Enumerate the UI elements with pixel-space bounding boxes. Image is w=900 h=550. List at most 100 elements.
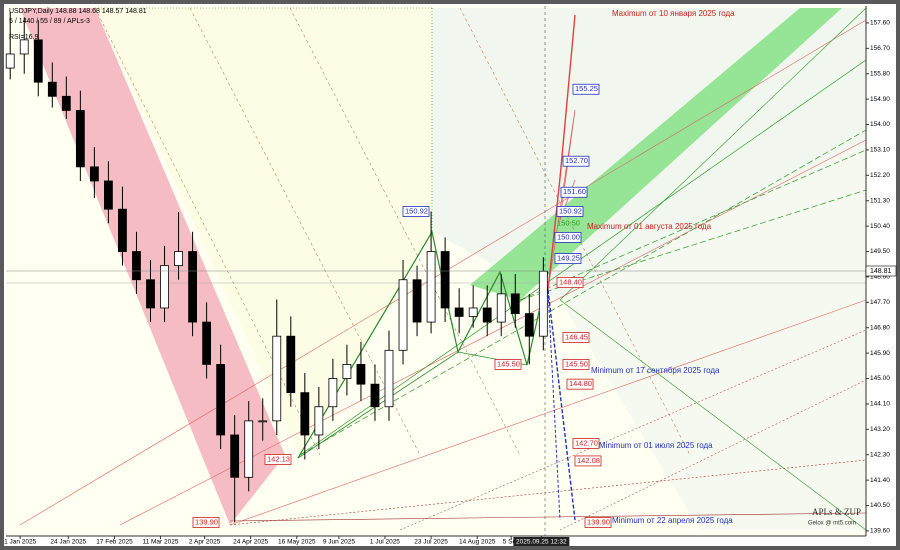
y-tick-label: 150.40 — [870, 223, 890, 230]
y-tick-label: 145.90 — [870, 350, 890, 357]
y-tick-label: 156.70 — [870, 45, 890, 52]
candle-body — [89, 166, 99, 182]
price-box — [572, 83, 600, 95]
price-box — [556, 277, 584, 288]
candle-body — [440, 251, 450, 309]
candle-body — [216, 364, 226, 436]
candle-body — [19, 39, 29, 55]
annotation: Maximum от 10 января 2025 года — [612, 9, 735, 18]
candle-body — [47, 81, 57, 97]
y-tick-label: 147.70 — [870, 299, 890, 306]
price-box — [562, 155, 590, 167]
zone — [560, 140, 866, 530]
price-label: 144.80 — [569, 379, 592, 388]
price-label: 139.90 — [195, 517, 218, 526]
price-box — [560, 186, 588, 198]
green-channel — [470, 8, 842, 300]
price-box — [572, 438, 600, 449]
price-label: 149.25 — [557, 254, 580, 263]
y-tick-label: 144.10 — [870, 401, 890, 408]
candle-body — [75, 110, 85, 168]
price-label: 150.92 — [559, 206, 582, 215]
candle-body — [33, 39, 43, 83]
zigzag — [297, 230, 549, 459]
y-tick-label: 149.50 — [870, 248, 890, 255]
candle-body — [356, 364, 366, 385]
price-label: 150.00 — [557, 232, 580, 241]
candle-body — [230, 434, 240, 478]
annotation: Minimum от 01 июля 2025 года — [599, 441, 713, 450]
projection — [547, 14, 576, 291]
x-tick-label: 1 Jul 2025 — [370, 539, 400, 546]
candle-body — [160, 265, 169, 309]
y-tick-label: 143.20 — [870, 426, 890, 433]
price-label: 151.60 — [563, 187, 586, 196]
watermark: APLs & ZUP — [812, 507, 861, 517]
y-tick-label: 139.60 — [870, 528, 890, 535]
crosshair-label-bg — [513, 537, 570, 546]
drawing-line — [299, 59, 867, 456]
candle-body — [524, 313, 534, 337]
price-box — [574, 455, 602, 467]
candle-body — [300, 392, 310, 436]
x-tick-label: 2 Apr 2025 — [189, 539, 221, 546]
annotation: Minimum от 17 сентября 2025 года — [591, 366, 720, 375]
price-box — [554, 253, 582, 264]
candle-body — [188, 251, 197, 323]
price-box — [494, 359, 522, 370]
candle-body — [384, 349, 394, 408]
y-tick-label: 141.40 — [870, 477, 890, 484]
projection — [547, 289, 561, 521]
x-tick-label: 11 Mar 2025 — [142, 539, 178, 546]
marks: 158.89155.25152.70151.60150.92150.50150.… — [5, 11, 612, 528]
candle-body — [5, 53, 15, 69]
candle-body — [272, 335, 282, 422]
zone — [95, 8, 432, 455]
candle-body — [398, 279, 408, 351]
price-box — [264, 454, 292, 465]
price-label: 150.50 — [557, 218, 580, 227]
x-tick-label: 23 Jul 2025 — [414, 539, 448, 546]
y-tick-label: 157.60 — [870, 20, 890, 27]
x-tick-label: 2025.09.25 12:32 — [516, 539, 567, 546]
candle-body — [118, 208, 127, 252]
y-tick-label: 142.30 — [870, 451, 890, 458]
candle-body — [426, 251, 436, 323]
drawing-line — [299, 129, 867, 456]
price-label: 145.50 — [565, 359, 588, 368]
y-tick-label: 146.80 — [870, 324, 890, 331]
candle-body — [412, 279, 422, 323]
drawing-line — [559, 379, 867, 531]
candle-body — [174, 251, 183, 267]
drawing-line — [229, 299, 867, 526]
candle-body — [132, 251, 141, 281]
price-box — [192, 517, 220, 528]
candle-body — [454, 307, 464, 317]
candle-body — [244, 420, 254, 478]
price-label: 150.92 — [405, 206, 428, 215]
x-tick-label: 17 Feb 2025 — [96, 539, 133, 546]
candle-body — [314, 406, 324, 436]
candle-body — [538, 270, 548, 337]
price-label: 142.13 — [267, 455, 290, 464]
annotation: Maximum от 01 августа 2025 года — [587, 222, 712, 231]
candle-body — [328, 378, 338, 408]
price-box — [554, 232, 582, 243]
candle-body — [61, 95, 71, 111]
price-box — [556, 206, 584, 217]
price-label: 155.25 — [575, 84, 598, 93]
candle-body — [496, 293, 506, 323]
drawing-line — [399, 329, 867, 531]
candle-body — [468, 307, 478, 317]
y-tick-label: 154.90 — [870, 96, 890, 103]
price-label: 146.45 — [565, 333, 588, 342]
price-label: 148.40 — [559, 278, 582, 287]
y-tick-label: 145.00 — [870, 375, 890, 382]
candle-body — [286, 335, 296, 394]
candle-body — [258, 420, 268, 423]
candle-body — [370, 383, 380, 408]
candle-body — [510, 293, 520, 315]
y-tick-label: 153.10 — [870, 147, 890, 154]
price-label: 142.08 — [577, 456, 600, 465]
